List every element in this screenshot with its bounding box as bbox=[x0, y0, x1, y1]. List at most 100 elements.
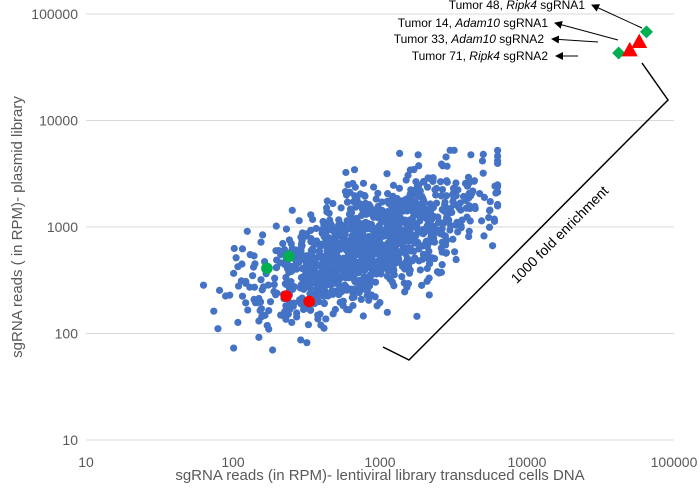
data-point bbox=[439, 162, 447, 170]
data-point bbox=[426, 204, 434, 213]
data-point bbox=[371, 293, 379, 301]
data-point bbox=[425, 274, 433, 282]
data-point bbox=[350, 226, 358, 234]
data-point bbox=[432, 191, 440, 199]
data-point bbox=[270, 287, 278, 296]
data-point bbox=[323, 253, 331, 261]
data-point bbox=[459, 192, 468, 201]
data-point bbox=[415, 245, 423, 253]
data-point bbox=[400, 279, 408, 287]
data-point bbox=[331, 273, 339, 281]
data-point bbox=[418, 229, 426, 237]
data-point bbox=[221, 292, 230, 300]
data-point bbox=[401, 247, 410, 255]
data-point bbox=[357, 211, 366, 220]
y-tick-label: 100 bbox=[55, 326, 79, 342]
data-point bbox=[290, 299, 298, 307]
data-point bbox=[303, 295, 316, 308]
data-point bbox=[398, 262, 407, 271]
data-point bbox=[320, 324, 328, 332]
data-point bbox=[364, 285, 372, 293]
data-point bbox=[310, 255, 318, 263]
bracket-label: 1000 fold enrichment bbox=[508, 183, 612, 287]
data-point bbox=[259, 231, 267, 239]
annotation-label-part: Adam10 bbox=[450, 32, 496, 46]
data-point bbox=[319, 279, 327, 287]
data-point bbox=[425, 291, 433, 299]
data-point bbox=[418, 281, 426, 289]
data-point bbox=[320, 289, 328, 298]
data-point bbox=[399, 218, 407, 226]
data-point bbox=[288, 206, 296, 214]
data-point bbox=[257, 238, 265, 246]
data-point bbox=[285, 268, 293, 276]
data-point bbox=[374, 189, 382, 197]
data-point bbox=[298, 237, 306, 245]
x-tick-label: 100000 bbox=[651, 454, 698, 470]
data-point bbox=[492, 189, 500, 197]
data-point bbox=[307, 247, 315, 255]
data-point bbox=[298, 264, 306, 273]
data-point bbox=[249, 272, 257, 280]
data-point bbox=[255, 317, 263, 325]
data-point bbox=[383, 170, 391, 178]
data-point bbox=[374, 263, 383, 271]
annotation-label-part: Ripk4 bbox=[506, 0, 537, 12]
data-point bbox=[306, 273, 314, 281]
data-point bbox=[322, 231, 330, 239]
data-point bbox=[478, 157, 487, 165]
data-point bbox=[396, 149, 404, 157]
data-point bbox=[401, 288, 409, 296]
data-point bbox=[355, 289, 363, 297]
data-point bbox=[297, 336, 305, 344]
data-point bbox=[232, 254, 240, 262]
data-point bbox=[480, 232, 488, 240]
data-point bbox=[392, 205, 400, 213]
annotation-label: Tumor 71, Ripk4 sgRNA2 bbox=[412, 49, 549, 63]
data-point bbox=[438, 205, 446, 214]
data-point bbox=[336, 219, 344, 227]
data-point bbox=[298, 252, 306, 260]
data-point bbox=[349, 249, 357, 257]
data-point bbox=[466, 204, 474, 213]
data-point bbox=[461, 179, 470, 188]
data-point bbox=[406, 166, 414, 174]
data-point bbox=[359, 312, 367, 320]
data-point bbox=[230, 244, 238, 253]
data-point bbox=[306, 283, 314, 292]
data-point bbox=[380, 218, 388, 226]
data-point bbox=[421, 241, 429, 249]
data-point bbox=[332, 249, 340, 258]
y-axis-title: sgRNA reads ( in RPM)- plasmid library bbox=[9, 96, 26, 358]
data-point bbox=[436, 178, 445, 186]
data-point bbox=[442, 214, 451, 222]
annotation-label: Tumor 48, Ripk4 sgRNA1 bbox=[449, 0, 586, 12]
data-point bbox=[271, 274, 279, 282]
data-point bbox=[479, 150, 487, 158]
data-point bbox=[304, 321, 313, 329]
data-point bbox=[376, 225, 384, 233]
y-tick-label: 100000 bbox=[31, 6, 78, 22]
data-point bbox=[270, 280, 278, 289]
data-point bbox=[391, 254, 399, 262]
data-point bbox=[402, 176, 410, 184]
data-point bbox=[246, 251, 254, 259]
data-point bbox=[408, 257, 416, 265]
data-point bbox=[312, 224, 320, 233]
x-tick-label: 100 bbox=[221, 454, 245, 470]
data-point bbox=[478, 217, 486, 225]
data-point bbox=[398, 273, 406, 281]
data-point bbox=[376, 299, 384, 307]
data-point bbox=[354, 240, 362, 248]
data-point bbox=[464, 173, 473, 181]
data-point bbox=[314, 311, 322, 319]
data-point bbox=[343, 305, 351, 314]
data-point bbox=[476, 190, 484, 198]
data-point bbox=[326, 281, 335, 289]
data-point bbox=[368, 270, 376, 278]
data-point bbox=[443, 236, 451, 244]
annotation-label-part: Tumor 14, bbox=[398, 16, 456, 30]
data-point bbox=[323, 208, 331, 216]
data-point bbox=[306, 306, 315, 314]
data-point bbox=[395, 184, 404, 192]
